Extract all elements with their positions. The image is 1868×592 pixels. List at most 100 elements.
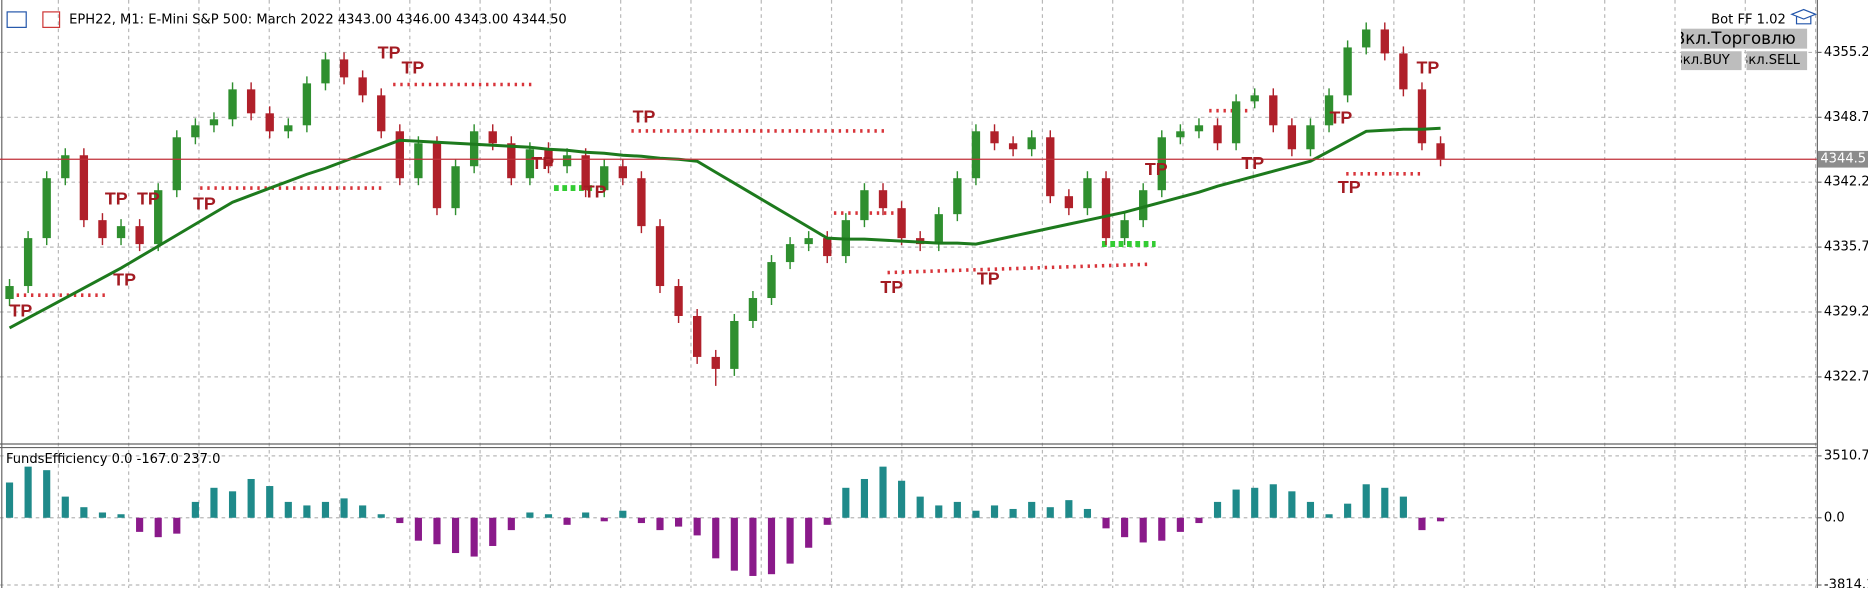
histogram-bar [1046,507,1054,518]
last-price-label: 4344.5 [1820,152,1866,167]
buy-button[interactable]: Вкл.BUY [1674,51,1742,71]
button-label: Вкл.SELL [1739,53,1800,68]
candle-body [1008,143,1018,150]
candle-body [1120,220,1129,239]
histogram-bar [433,517,441,545]
chart-icon[interactable] [42,11,61,28]
histogram-bar [786,517,794,564]
histogram-bar [154,517,162,538]
histogram-bar [637,517,645,524]
histogram-bar [1102,517,1110,529]
candle-body [637,178,646,227]
candle-body [1046,137,1055,197]
candle-body [1213,125,1222,144]
histogram-bar [619,510,627,518]
chart-title: EPH22, M1: E-Mini S&P 500: March 2022 43… [69,13,567,28]
grid [0,0,1817,588]
tp-label: TP [1241,153,1264,173]
histogram-bar [600,517,608,522]
candle-body [321,59,330,84]
candle-body [135,226,144,245]
candle-body [1231,101,1241,144]
candle-body [562,155,572,167]
histogram-bar [1362,484,1370,518]
histogram-bar [210,487,218,518]
y-tick-label: 4329.2 [1824,304,1868,319]
candle-body [1380,29,1389,54]
bot-icon [1790,8,1818,25]
histogram-bar [526,512,534,518]
candle-body [1027,137,1036,150]
candle-body [674,286,683,316]
histogram-bar [340,498,348,518]
histogram-bar [1028,501,1036,518]
candle-body [971,131,981,179]
histogram-bar [1288,491,1296,518]
candle-body [488,131,497,144]
histogram-bar [1436,517,1445,522]
moving-average [8,126,1441,330]
trade-button[interactable]: Вкл.Торговлю [1674,28,1808,49]
histogram-bar [396,517,404,524]
tp-label: TP [880,277,903,297]
histogram-bar [470,517,478,557]
histogram-bar [1269,484,1277,518]
histogram-bar [1065,500,1073,518]
candle-body [1436,143,1445,160]
tp-label: TP [977,268,1000,288]
histogram-bar [544,514,553,518]
candle-body [172,137,181,191]
candle-body [1064,196,1074,209]
histogram-bar [191,501,199,518]
histogram-bar [767,517,776,575]
histogram-bar [1251,487,1259,518]
histogram-bar [823,517,831,525]
candle-body [655,226,665,287]
candle-body [823,238,832,257]
y-tick-label: 4355.2 [1824,45,1868,60]
histogram-bar [489,517,497,546]
candle-body [98,220,107,239]
menu-icon[interactable] [6,11,27,28]
histogram-bar [1083,508,1092,518]
candle-body [265,113,274,132]
tp-label: TP [1338,177,1361,197]
candle-body [451,166,460,209]
y-tick-label: 3510.7 [1824,448,1868,463]
candle-body [79,155,89,221]
histogram-bar [117,514,125,518]
tp-label: TP [584,182,607,202]
candle-body [1176,131,1185,138]
candle-body [1343,47,1352,96]
histogram-bar [1418,517,1426,531]
candle-body [1194,125,1204,132]
candle-body [953,178,962,215]
histogram-bar [61,496,69,518]
candle-body [507,143,516,179]
candle-body [544,149,553,167]
histogram-bar [935,505,943,518]
candle-body [191,125,200,138]
candle-body [878,190,888,209]
candle-body [785,244,795,263]
histogram-bar [730,517,738,571]
tp-level [887,262,1150,275]
histogram-bar [563,517,571,525]
candle-body [748,298,758,321]
histogram-bar [266,486,274,518]
histogram-bar [173,517,181,534]
candle-body [730,320,739,369]
sell-button[interactable]: Вкл.SELL [1739,51,1808,71]
histogram-bar [1232,489,1240,518]
candle-body [395,131,404,179]
histogram-bar [1139,517,1147,543]
button-label: Вкл.BUY [1674,53,1731,68]
histogram-bar [5,482,14,518]
candle-body [692,315,702,357]
tp-label: TP [137,189,160,209]
histogram-bar [805,517,813,548]
histogram-bar [136,517,144,532]
histogram-bar [1121,517,1129,538]
